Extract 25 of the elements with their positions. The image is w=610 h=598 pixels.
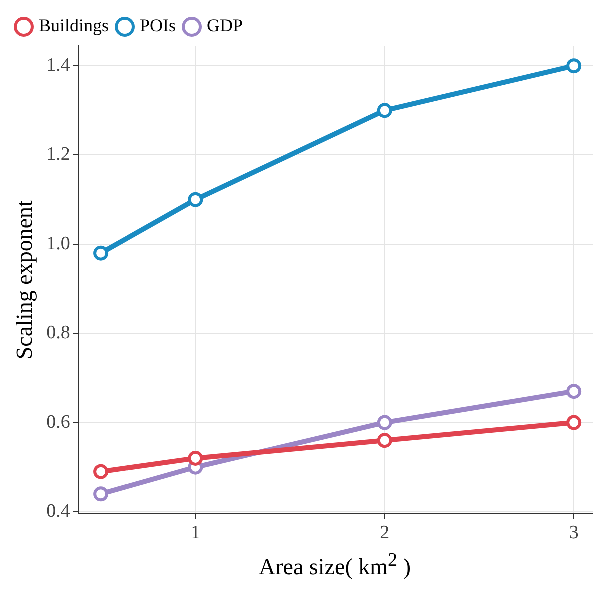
- point: [188, 192, 204, 208]
- legend-label: POIs: [140, 16, 176, 36]
- y-tick-label: 1.2: [46, 144, 70, 166]
- y-tick-label: 0.6: [46, 412, 70, 433]
- x-axis-title: Area size( km$^{2}$ ): [258, 550, 412, 581]
- point: [566, 384, 582, 400]
- y-tick-label: 0.4: [46, 500, 71, 522]
- point: [94, 486, 109, 502]
- point: [566, 415, 582, 430]
- legend-label: GDP: [207, 16, 244, 36]
- point: [377, 433, 392, 448]
- x-tick-label: 3: [569, 522, 579, 544]
- x-tick-label: 2: [380, 522, 390, 544]
- legend-label: Buildings: [39, 16, 110, 36]
- point: [188, 450, 204, 466]
- y-tick-label: 1.4: [46, 55, 71, 76]
- y-tick-label: 0.8: [46, 322, 70, 344]
- x-tick-label: 1: [190, 522, 200, 544]
- point: [566, 58, 582, 74]
- y-axis-title: Scaling exponent: [12, 200, 37, 360]
- point: [94, 246, 109, 261]
- y-tick-label: 1.0: [46, 233, 70, 254]
- point: [377, 415, 392, 430]
- point: [377, 103, 392, 118]
- point: [94, 464, 109, 480]
